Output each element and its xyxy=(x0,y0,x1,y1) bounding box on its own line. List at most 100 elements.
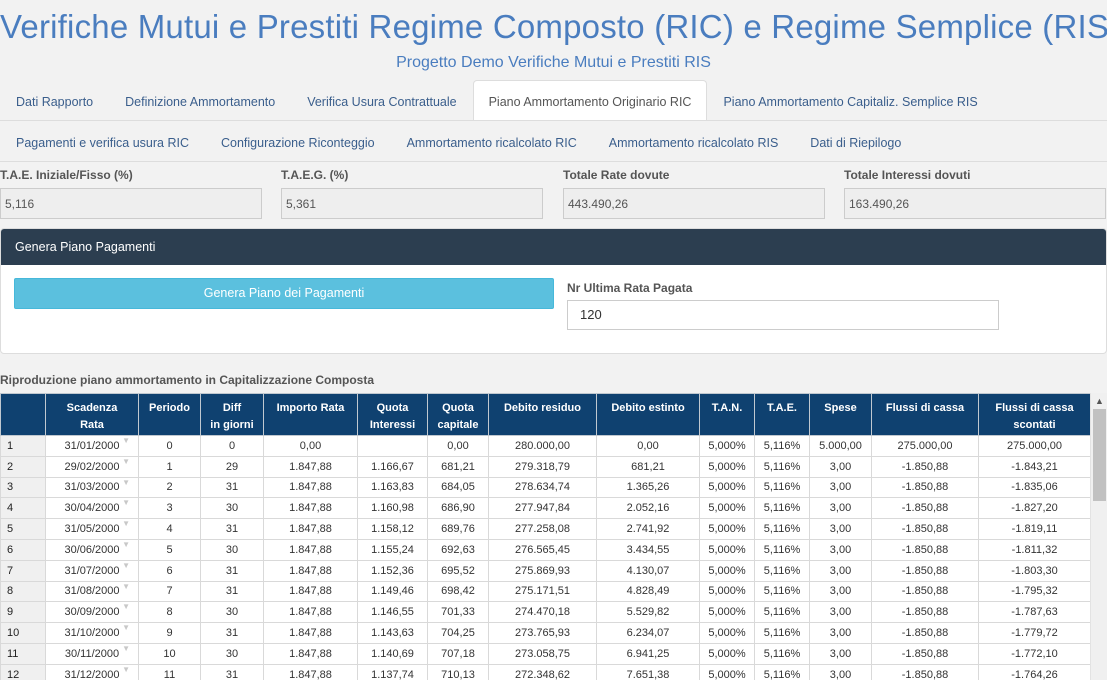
table-cell[interactable]: 5,116% xyxy=(754,455,810,478)
tab-verifica-usura[interactable]: Verifica Usura Contrattuale xyxy=(307,95,457,109)
table-row[interactable]: 7 31/07/2000 ▼ 6 31 1.847,88 1.152,36 695,52 275… xyxy=(0,559,1091,582)
tab-definizione-ammortamento[interactable]: Definizione Ammortamento xyxy=(125,95,276,109)
table-cell[interactable] xyxy=(357,435,428,457)
column-header[interactable]: Importo Rata xyxy=(263,393,358,436)
table-cell[interactable]: 5,000% xyxy=(699,622,755,644)
table-cell[interactable]: 9 xyxy=(138,622,201,644)
table-cell[interactable]: -1.803,30 xyxy=(978,559,1091,582)
table-cell[interactable]: 31 xyxy=(200,559,264,582)
table-cell[interactable]: 3,00 xyxy=(809,538,872,561)
table-cell[interactable]: 1.847,88 xyxy=(263,497,358,520)
table-cell[interactable]: 5,000% xyxy=(699,538,755,561)
table-cell[interactable]: 692,63 xyxy=(427,538,489,561)
column-header[interactable]: Debito estinto xyxy=(596,393,700,436)
chevron-down-icon[interactable]: ▼ xyxy=(122,519,130,529)
nr-ultima-rata-input[interactable]: 120 xyxy=(567,300,999,330)
table-cell[interactable]: 5 xyxy=(138,538,201,561)
table-cell[interactable]: 7.651,38 xyxy=(596,663,700,680)
table-cell[interactable]: 0 xyxy=(200,435,264,457)
table-cell[interactable]: 5,116% xyxy=(754,497,810,520)
table-cell[interactable]: 3,00 xyxy=(809,663,872,680)
table-cell[interactable]: 5.000,00 xyxy=(809,435,872,457)
table-cell[interactable]: 686,90 xyxy=(427,497,489,520)
kpi-totale-interessi-field[interactable]: 163.490,26 xyxy=(844,188,1106,219)
table-row[interactable]: 2 29/02/2000 ▼ 1 29 1.847,88 1.166,67 681,21 279… xyxy=(0,455,1091,478)
table-cell[interactable]: -1.764,26 xyxy=(978,663,1091,680)
table-cell[interactable]: -1.850,88 xyxy=(871,580,979,603)
tab-piano-originario-ric[interactable]: Piano Ammortamento Originario RIC xyxy=(472,80,708,120)
column-header[interactable]: Periodo xyxy=(138,393,201,436)
table-cell[interactable]: 4.828,49 xyxy=(596,580,700,603)
table-cell[interactable]: 1.163,83 xyxy=(357,476,428,499)
table-cell[interactable]: -1.850,88 xyxy=(871,538,979,561)
table-cell[interactable]: 710,13 xyxy=(427,663,489,680)
table-cell[interactable]: -1.835,06 xyxy=(978,476,1091,499)
table-cell[interactable]: -1.811,32 xyxy=(978,538,1091,561)
table-cell[interactable]: 0,00 xyxy=(596,435,700,457)
chevron-down-icon[interactable]: ▼ xyxy=(122,498,130,508)
table-cell[interactable]: -1.787,63 xyxy=(978,601,1091,624)
table-cell[interactable]: 4 xyxy=(138,518,201,540)
table-cell[interactable]: 276.565,45 xyxy=(488,538,597,561)
table-cell[interactable]: 3,00 xyxy=(809,476,872,499)
table-cell[interactable]: 689,76 xyxy=(427,518,489,540)
table-cell[interactable]: 5,000% xyxy=(699,642,755,665)
table-cell[interactable]: 5,000% xyxy=(699,518,755,540)
table-cell[interactable]: 31/03/2000 ▼ xyxy=(45,476,139,499)
chevron-down-icon[interactable]: ▼ xyxy=(122,581,130,591)
table-cell[interactable]: 3,00 xyxy=(809,642,872,665)
table-cell[interactable]: 31/12/2000 ▼ xyxy=(45,663,139,680)
table-row[interactable]: 8 31/08/2000 ▼ 7 31 1.847,88 1.149,46 698,42 275… xyxy=(0,580,1091,603)
table-cell[interactable]: -1.819,11 xyxy=(978,518,1091,540)
chevron-down-icon[interactable]: ▼ xyxy=(122,560,130,570)
table-cell[interactable]: 275.171,51 xyxy=(488,580,597,603)
table-cell[interactable]: 30/06/2000 ▼ xyxy=(45,538,139,561)
table-cell[interactable]: 31 xyxy=(200,622,264,644)
table-cell[interactable]: -1.779,72 xyxy=(978,622,1091,644)
table-row[interactable]: 9 30/09/2000 ▼ 8 30 1.847,88 1.146,55 701,33 274… xyxy=(0,601,1091,624)
table-cell[interactable]: 684,05 xyxy=(427,476,489,499)
table-cell[interactable]: -1.843,21 xyxy=(978,455,1091,478)
table-cell[interactable]: 31/10/2000 ▼ xyxy=(45,622,139,644)
table-cell[interactable]: -1.850,88 xyxy=(871,622,979,644)
table-cell[interactable]: 5.529,82 xyxy=(596,601,700,624)
table-cell[interactable]: 277.947,84 xyxy=(488,497,597,520)
table-cell[interactable]: 31/05/2000 ▼ xyxy=(45,518,139,540)
table-cell[interactable]: -1.850,88 xyxy=(871,642,979,665)
table-cell[interactable]: 707,18 xyxy=(427,642,489,665)
table-cell[interactable]: 3,00 xyxy=(809,622,872,644)
table-cell[interactable]: 5,116% xyxy=(754,476,810,499)
table-cell[interactable]: 681,21 xyxy=(427,455,489,478)
table-cell[interactable]: 3,00 xyxy=(809,559,872,582)
table-cell[interactable]: 1.166,67 xyxy=(357,455,428,478)
table-cell[interactable]: 0 xyxy=(138,435,201,457)
table-cell[interactable]: 7 xyxy=(138,580,201,603)
table-cell[interactable]: 1.140,69 xyxy=(357,642,428,665)
table-cell[interactable]: 5,116% xyxy=(754,642,810,665)
table-cell[interactable]: 704,25 xyxy=(427,622,489,644)
table-cell[interactable]: 31/07/2000 ▼ xyxy=(45,559,139,582)
table-row[interactable]: 11 30/11/2000 ▼ 10 30 1.847,88 1.140,69 707,18 2… xyxy=(0,642,1091,665)
column-header[interactable]: T.A.E. xyxy=(754,393,810,436)
table-cell[interactable]: 701,33 xyxy=(427,601,489,624)
table-cell[interactable]: 0,00 xyxy=(427,435,489,457)
table-cell[interactable]: 30 xyxy=(200,497,264,520)
table-cell[interactable]: -1.850,88 xyxy=(871,497,979,520)
chevron-down-icon[interactable]: ▼ xyxy=(122,477,130,487)
table-cell[interactable]: 31/08/2000 ▼ xyxy=(45,580,139,603)
table-row[interactable]: 6 30/06/2000 ▼ 5 30 1.847,88 1.155,24 692,63 276… xyxy=(0,538,1091,561)
table-cell[interactable]: 698,42 xyxy=(427,580,489,603)
table-cell[interactable]: 5,116% xyxy=(754,622,810,644)
table-cell[interactable]: 275.000,00 xyxy=(871,435,979,457)
table-cell[interactable]: 3 xyxy=(138,497,201,520)
table-cell[interactable]: 30/09/2000 ▼ xyxy=(45,601,139,624)
scrollbar-thumb[interactable] xyxy=(1093,409,1106,501)
table-cell[interactable]: 2 xyxy=(138,476,201,499)
table-cell[interactable]: 3,00 xyxy=(809,455,872,478)
table-row[interactable]: 10 31/10/2000 ▼ 9 31 1.847,88 1.143,63 704,25 27… xyxy=(0,622,1091,644)
column-header[interactable]: Debito residuo xyxy=(488,393,597,436)
tab-configurazione-riconteggio[interactable]: Configurazione Riconteggio xyxy=(221,136,375,150)
table-row[interactable]: 3 31/03/2000 ▼ 2 31 1.847,88 1.163,83 684,05 278… xyxy=(0,476,1091,499)
table-cell[interactable]: -1.850,88 xyxy=(871,518,979,540)
table-cell[interactable]: 274.470,18 xyxy=(488,601,597,624)
